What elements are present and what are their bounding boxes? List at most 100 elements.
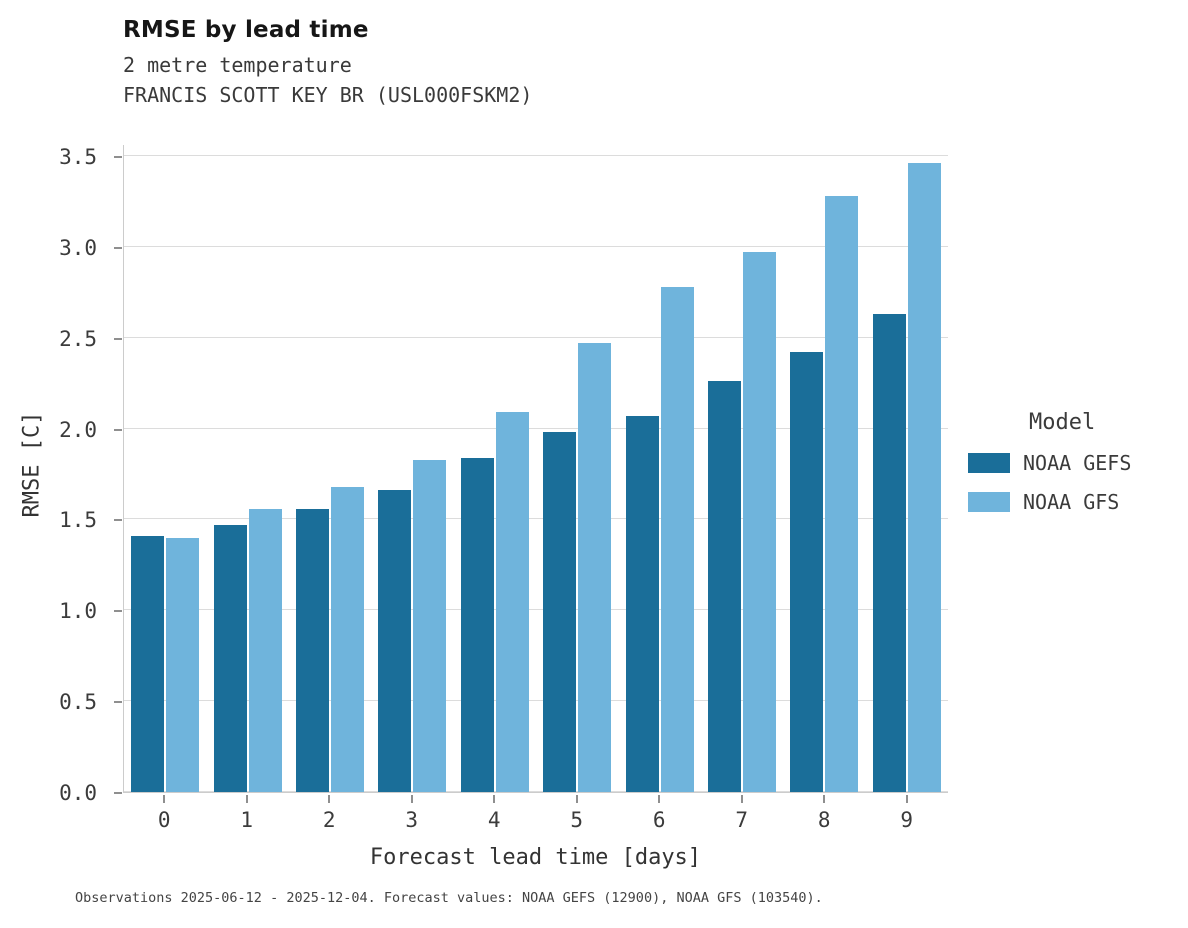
y-tick-label: 0.5 [59, 690, 97, 715]
bar-noaa-gefs-day-2 [296, 508, 330, 792]
y-tick-mark [114, 337, 122, 340]
x-tick-mark [493, 795, 496, 803]
bar-group-day-4 [454, 145, 536, 792]
legend-item-noaa-gefs: NOAA GEFS [965, 451, 1131, 475]
legend-title: Model [1029, 410, 1096, 435]
gridline [124, 155, 948, 157]
chart-subtitle-variable: 2 metre temperature [123, 53, 352, 77]
x-tick-day-5: 5 [536, 795, 619, 832]
legend-items: NOAA GEFS NOAA GFS [965, 451, 1131, 514]
gridline [124, 791, 948, 792]
gridline [124, 427, 948, 429]
bar-noaa-gefs-day-3 [378, 490, 412, 792]
legend-label: NOAA GEFS [1023, 451, 1132, 475]
y-axis-ticks: 0.0 0.5 1.0 1.5 2.0 2.5 3.0 3.5 [40, 145, 123, 805]
bar-noaa-gefs-day-4 [460, 457, 494, 792]
bar-noaa-gefs-day-5 [543, 432, 577, 792]
bar-groups [124, 145, 948, 792]
y-tick-label: 3.0 [59, 235, 97, 260]
bar-noaa-gfs-day-3 [413, 459, 447, 792]
bar-noaa-gefs-day-9 [872, 314, 906, 792]
x-tick-label: 7 [735, 808, 749, 832]
x-tick-mark [575, 795, 578, 803]
x-tick-mark [328, 795, 331, 803]
x-tick-label: 1 [240, 808, 254, 832]
legend-label: NOAA GFS [1023, 490, 1120, 514]
gridline [124, 518, 948, 520]
legend-swatch [968, 492, 1010, 512]
x-tick-label: 2 [322, 808, 336, 832]
x-tick-label: 8 [817, 808, 831, 832]
x-tick-label: 4 [487, 808, 501, 832]
bar-noaa-gfs-day-7 [743, 252, 777, 792]
bar-noaa-gfs-day-2 [331, 486, 365, 792]
x-tick-label: 9 [900, 808, 914, 832]
bar-group-day-1 [206, 145, 288, 792]
bar-noaa-gfs-day-1 [248, 508, 282, 792]
legend: Model NOAA GEFS NOAA GFS [965, 410, 1131, 529]
y-tick-label: 2.5 [59, 326, 97, 351]
y-tick-mark [114, 792, 122, 794]
y-tick-label: 1.0 [59, 599, 97, 624]
caption: Observations 2025-06-12 - 2025-12-04. Fo… [75, 890, 823, 906]
bar-group-day-6 [618, 145, 700, 792]
bar-group-day-9 [866, 145, 948, 792]
x-tick-mark [245, 795, 248, 803]
x-tick-mark [905, 795, 908, 803]
y-tick-mark [114, 519, 122, 522]
y-tick-label: 2.0 [59, 417, 97, 442]
gridline [124, 700, 948, 702]
bar-noaa-gfs-day-5 [578, 343, 612, 792]
legend-item-noaa-gfs: NOAA GFS [965, 490, 1131, 514]
y-tick-label: 1.5 [59, 508, 97, 533]
bar-noaa-gfs-day-9 [907, 163, 941, 792]
bar-noaa-gfs-day-0 [166, 537, 200, 792]
gridline [124, 609, 948, 611]
x-tick-day-9: 9 [866, 795, 949, 832]
bar-noaa-gefs-day-8 [790, 352, 824, 792]
y-tick-mark [114, 610, 122, 613]
x-tick-mark [163, 795, 166, 803]
x-tick-label: 5 [570, 808, 584, 832]
chart-title: RMSE by lead time [123, 17, 369, 43]
x-tick-mark [823, 795, 826, 803]
bar-noaa-gfs-day-4 [495, 412, 529, 792]
bar-group-day-3 [371, 145, 453, 792]
x-tick-day-7: 7 [701, 795, 784, 832]
bar-group-day-7 [701, 145, 783, 792]
x-tick-label: 0 [157, 808, 171, 832]
x-tick-mark [410, 795, 413, 803]
x-tick-mark [658, 795, 661, 803]
y-tick-mark [114, 428, 122, 431]
bar-group-day-0 [124, 145, 206, 792]
x-tick-day-0: 0 [123, 795, 206, 832]
bar-group-day-2 [289, 145, 371, 792]
gridline [124, 336, 948, 338]
x-tick-label: 6 [652, 808, 666, 832]
y-tick-mark [114, 156, 122, 159]
y-tick-mark [114, 246, 122, 249]
bar-group-day-5 [536, 145, 618, 792]
y-tick-label: 3.5 [59, 145, 97, 170]
x-tick-day-6: 6 [618, 795, 701, 832]
bar-group-day-8 [783, 145, 865, 792]
bar-noaa-gefs-day-0 [131, 535, 165, 792]
legend-swatch [968, 453, 1010, 473]
bar-noaa-gefs-day-7 [708, 381, 742, 792]
x-tick-day-8: 8 [783, 795, 866, 832]
bar-noaa-gefs-day-6 [625, 415, 659, 792]
gridline [124, 245, 948, 247]
plot-area [123, 145, 948, 793]
x-axis-ticks: 0 1 2 3 4 5 6 7 8 9 [123, 795, 948, 832]
x-tick-day-4: 4 [453, 795, 536, 832]
bar-noaa-gfs-day-8 [825, 196, 859, 792]
bar-noaa-gfs-day-6 [660, 286, 694, 792]
x-axis-label: Forecast lead time [days] [369, 845, 702, 870]
y-tick-label: 0.0 [59, 781, 97, 805]
bar-noaa-gefs-day-1 [213, 524, 247, 792]
x-tick-day-2: 2 [288, 795, 371, 832]
x-tick-label: 3 [405, 808, 419, 832]
x-tick-day-1: 1 [206, 795, 289, 832]
y-tick-mark [114, 701, 122, 704]
